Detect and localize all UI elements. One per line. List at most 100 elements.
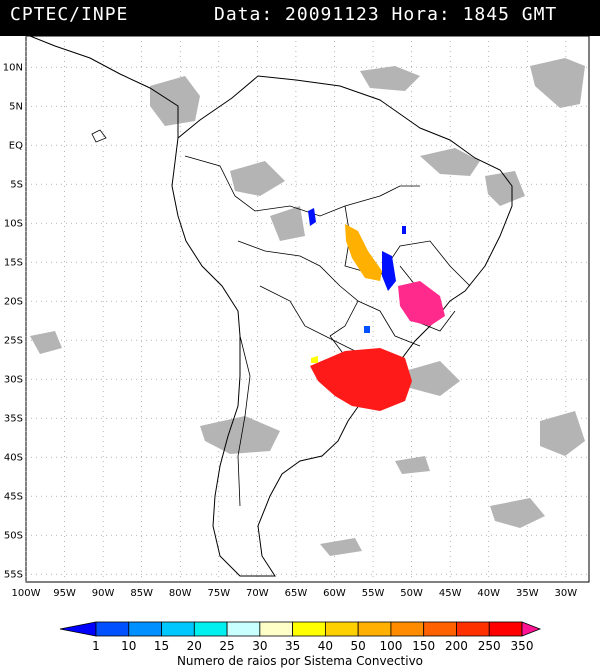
colorbar-label: 350 bbox=[511, 639, 534, 653]
lon-tick-label: 65W bbox=[285, 588, 308, 599]
lightning-region-central bbox=[345, 224, 382, 281]
lightning-layer bbox=[308, 208, 445, 411]
lat-tick-label: 15S bbox=[4, 258, 23, 269]
colorbar-box bbox=[292, 621, 326, 637]
colorbar-label: 1 bbox=[92, 639, 100, 653]
colorbar-box bbox=[59, 621, 97, 637]
colorbar-box bbox=[488, 621, 523, 637]
cloud-patch bbox=[150, 76, 200, 126]
colorbar-caption: Numero de raios por Sistema Convectivo bbox=[176, 654, 424, 668]
colorbar-box bbox=[521, 621, 542, 637]
cloud-cover-layer bbox=[30, 58, 585, 556]
lon-tick-label: 55W bbox=[362, 588, 385, 599]
cloud-patch bbox=[320, 538, 362, 556]
cloud-patch bbox=[405, 361, 460, 396]
lightning-region-cells bbox=[382, 251, 396, 291]
colorbar-box bbox=[357, 621, 392, 637]
colorbar-label: 150 bbox=[412, 639, 435, 653]
lightning-region-southeast bbox=[398, 281, 445, 326]
colorbar-box bbox=[226, 621, 261, 637]
colorbar-label: 40 bbox=[318, 639, 333, 653]
colorbar-label: 30 bbox=[252, 639, 267, 653]
country-border bbox=[237, 335, 251, 507]
colorbar-box bbox=[390, 621, 425, 637]
colorbar-label: 100 bbox=[379, 639, 402, 653]
cloud-patch bbox=[360, 66, 420, 91]
lat-tick-label: 5N bbox=[9, 102, 23, 113]
cloud-patch bbox=[270, 206, 305, 241]
cloud-patch bbox=[230, 161, 285, 196]
lightning-cell bbox=[311, 356, 318, 363]
cloud-patch bbox=[540, 411, 585, 456]
lightning-cell bbox=[308, 208, 316, 226]
lat-tick-label: 25S bbox=[4, 336, 23, 347]
colorbar: 1 10 15 20 25 30 35 40 50 100 150 200 250 350 bbox=[59, 621, 542, 653]
cloud-patch bbox=[420, 148, 480, 176]
axis-ticks: 10N 5N EQ 5S 10S 15S 20S 25S 30S 35S 40S 45S 50S 55S 1… bbox=[3, 63, 577, 599]
lon-tick-label: 75W bbox=[207, 588, 230, 599]
south-america-coastline bbox=[171, 75, 513, 577]
lon-tick-label: 85W bbox=[130, 588, 153, 599]
lon-tick-label: 70W bbox=[246, 588, 269, 599]
lat-tick-label: 10N bbox=[3, 63, 23, 74]
header-title: CPTEC/INPE bbox=[10, 4, 129, 25]
cloud-patch bbox=[395, 456, 430, 474]
lat-tick-label: 40S bbox=[4, 453, 23, 464]
lat-tick-label: EQ bbox=[9, 141, 23, 152]
country-border bbox=[184, 155, 420, 217]
colorbar-box bbox=[259, 621, 294, 637]
lon-tick-label: 30W bbox=[555, 588, 578, 599]
cloud-patch bbox=[200, 416, 280, 454]
colorbar-box bbox=[456, 621, 490, 637]
colorbar-label: 50 bbox=[351, 639, 366, 653]
colorbar-box bbox=[95, 621, 130, 637]
colorbar-labels: 1 10 15 20 25 30 35 40 50 100 150 200 250 350 bbox=[92, 639, 533, 653]
central-america-coastline bbox=[29, 36, 179, 138]
lat-tick-label: 30S bbox=[4, 375, 23, 386]
colorbar-boxes bbox=[59, 621, 542, 637]
lon-tick-label: 95W bbox=[53, 588, 76, 599]
colorbar-label: 35 bbox=[285, 639, 300, 653]
lon-tick-label: 40W bbox=[477, 588, 500, 599]
colorbar-box bbox=[423, 621, 457, 637]
lon-tick-label: 35W bbox=[516, 588, 539, 599]
colorbar-label: 200 bbox=[445, 639, 468, 653]
colorbar-label: 10 bbox=[121, 639, 136, 653]
lat-tick-label: 35S bbox=[4, 414, 23, 425]
lon-tick-label: 100W bbox=[12, 588, 41, 599]
header-datetime: Data: 20091123 Hora: 1845 GMT bbox=[214, 4, 558, 25]
colorbar-box bbox=[193, 621, 228, 637]
lightning-cell bbox=[364, 326, 370, 333]
colorbar-box bbox=[161, 621, 195, 637]
cloud-patch bbox=[30, 331, 62, 354]
lat-tick-label: 55S bbox=[4, 570, 23, 581]
colorbar-label: 15 bbox=[154, 639, 169, 653]
colorbar-label: 20 bbox=[187, 639, 202, 653]
lightning-region-rs-uruguay bbox=[310, 348, 412, 411]
lat-tick-label: 50S bbox=[4, 531, 23, 542]
lon-tick-label: 60W bbox=[323, 588, 346, 599]
header-bar: CPTEC/INPE Data: 20091123 Hora: 1845 GMT bbox=[0, 0, 600, 36]
cloud-patch bbox=[485, 171, 525, 206]
lon-tick-label: 45W bbox=[439, 588, 462, 599]
map-frame bbox=[25, 36, 590, 583]
lat-tick-label: 20S bbox=[4, 297, 23, 308]
cloud-patch bbox=[530, 58, 585, 108]
colorbar-box bbox=[128, 621, 162, 637]
lat-tick-label: 10S bbox=[4, 219, 23, 230]
lat-tick-label: 45S bbox=[4, 492, 23, 503]
country-border bbox=[237, 240, 359, 337]
lightning-cell bbox=[402, 226, 406, 234]
colorbar-box bbox=[324, 621, 359, 637]
map-gridlines bbox=[25, 36, 589, 582]
lon-tick-label: 90W bbox=[92, 588, 115, 599]
cloud-patch bbox=[490, 498, 545, 528]
lon-tick-label: 50W bbox=[400, 588, 423, 599]
colorbar-label: 250 bbox=[478, 639, 501, 653]
colorbar-label: 25 bbox=[219, 639, 234, 653]
lon-tick-label: 80W bbox=[169, 588, 192, 599]
state-border bbox=[357, 300, 421, 347]
galapagos-islands bbox=[91, 129, 107, 143]
lat-tick-label: 5S bbox=[10, 180, 23, 191]
lightning-map: 10N 5N EQ 5S 10S 15S 20S 25S 30S 35S 40S 45S 50S 55S 1… bbox=[3, 36, 590, 599]
